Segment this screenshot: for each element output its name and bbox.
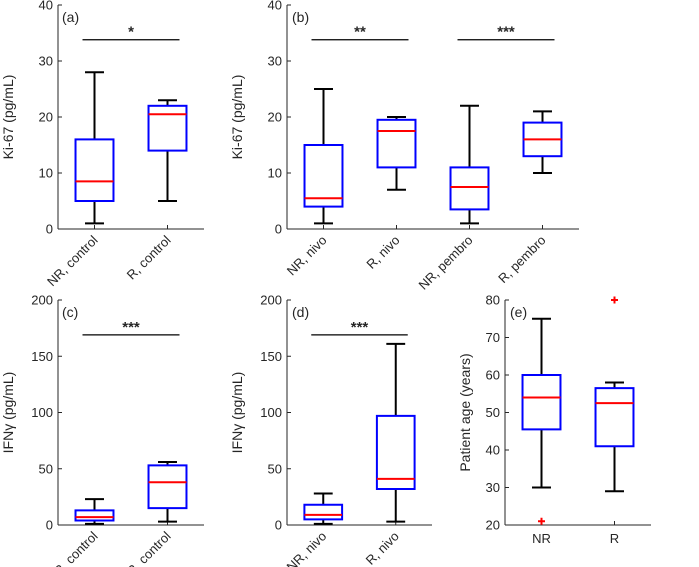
box-0 <box>521 317 562 525</box>
box-3 <box>522 110 563 174</box>
y-tick-label: 30 <box>268 54 282 69</box>
box-1 <box>147 99 188 202</box>
iqr-box <box>375 414 416 490</box>
iqr-box <box>594 387 635 448</box>
x-tick-label: R, pembro <box>495 233 549 287</box>
x-tick-label: R, control <box>124 528 174 567</box>
x-tick-label: R, nivo <box>363 233 402 272</box>
y-tick-label: 50 <box>268 461 282 476</box>
x-tick-label: NR, control <box>44 528 101 567</box>
y-tick-label: 0 <box>275 222 282 237</box>
panel-label: (e) <box>510 304 527 320</box>
y-tick-label: 100 <box>260 405 282 420</box>
iqr-box <box>147 464 188 510</box>
y-tick-label: 20 <box>268 110 282 125</box>
y-tick-label: 70 <box>486 330 500 345</box>
significance-label: ** <box>354 24 366 41</box>
y-axis-label: IFNγ (pg/mL) <box>0 372 16 454</box>
y-tick-label: 0 <box>46 222 53 237</box>
box-0 <box>303 88 344 225</box>
iqr-box <box>303 144 344 208</box>
chart-panel-c: 0 50 100 150 200 NR, control R, control IFNγ (p… <box>0 293 204 567</box>
iqr-box <box>449 166 490 211</box>
iqr-box <box>147 104 188 152</box>
chart-panel-d: 0 50 100 150 200 NR, nivo R, nivo IFNγ (pg/mL) (… <box>229 293 432 567</box>
y-axis-label: Ki-67 (pg/mL) <box>229 75 245 160</box>
x-tick-label: NR, nivo <box>284 529 330 567</box>
significance-label: *** <box>122 319 140 336</box>
outlier-marker <box>611 296 618 304</box>
y-tick-label: 30 <box>486 480 500 495</box>
x-tick-label: R, control <box>124 232 174 282</box>
y-tick-label: 20 <box>39 110 53 125</box>
box-0 <box>303 492 344 525</box>
y-tick-label: 200 <box>31 293 53 308</box>
y-tick-label: 50 <box>39 461 53 476</box>
significance-label: * <box>128 24 134 41</box>
box-1 <box>147 461 188 523</box>
y-tick-label: 200 <box>260 293 282 308</box>
y-tick-label: 150 <box>31 349 53 364</box>
y-tick-label: 60 <box>486 368 500 383</box>
box-0 <box>74 498 115 525</box>
panel-label: (a) <box>62 9 79 25</box>
box-2 <box>449 104 490 225</box>
chart-panel-a: 0 10 20 30 40 NR, control R, control Ki-67 (pg/… <box>0 0 204 289</box>
y-tick-label: 40 <box>486 443 500 458</box>
x-tick-label: NR <box>532 531 551 546</box>
outlier-marker <box>538 517 545 525</box>
y-tick-label: 100 <box>31 405 53 420</box>
iqr-box <box>74 138 115 202</box>
x-tick-label: NR, nivo <box>284 233 330 279</box>
box-1 <box>376 116 417 191</box>
y-tick-label: 80 <box>486 293 500 308</box>
y-axis-label: Ki-67 (pg/mL) <box>0 75 16 160</box>
significance-label: *** <box>497 24 515 41</box>
y-tick-label: 20 <box>486 518 500 533</box>
box-1 <box>375 342 416 523</box>
y-axis-label: IFNγ (pg/mL) <box>229 372 245 454</box>
box-0 <box>74 71 115 225</box>
y-tick-label: 10 <box>39 166 53 181</box>
x-tick-label: R, nivo <box>363 529 402 567</box>
y-tick-label: 40 <box>39 0 53 13</box>
significance-label: *** <box>351 319 369 336</box>
panel-label: (c) <box>62 304 78 320</box>
y-tick-label: 150 <box>260 349 282 364</box>
box-1 <box>594 296 635 493</box>
y-tick-label: 40 <box>268 0 282 13</box>
y-tick-label: 10 <box>268 166 282 181</box>
x-tick-label: NR, control <box>44 232 101 289</box>
panel-label: (b) <box>292 9 309 25</box>
iqr-box <box>376 118 417 169</box>
y-tick-label: 0 <box>275 518 282 533</box>
iqr-box <box>521 374 562 431</box>
chart-panel-b: 0 10 20 30 40 NR, nivo R, nivo NR, pembro R, pem… <box>229 0 579 293</box>
y-tick-label: 0 <box>46 518 53 533</box>
iqr-box <box>303 503 344 521</box>
y-tick-label: 50 <box>486 405 500 420</box>
y-tick-label: 30 <box>39 54 53 69</box>
chart-panel-e: 20 30 40 50 60 70 80 NR R Patient age (years) (e) <box>457 293 651 546</box>
y-axis-label: Patient age (years) <box>457 353 473 471</box>
x-tick-label: NR, pembro <box>415 233 475 293</box>
x-tick-label: R <box>610 531 619 546</box>
panel-label: (d) <box>292 304 309 320</box>
iqr-box <box>74 509 115 522</box>
